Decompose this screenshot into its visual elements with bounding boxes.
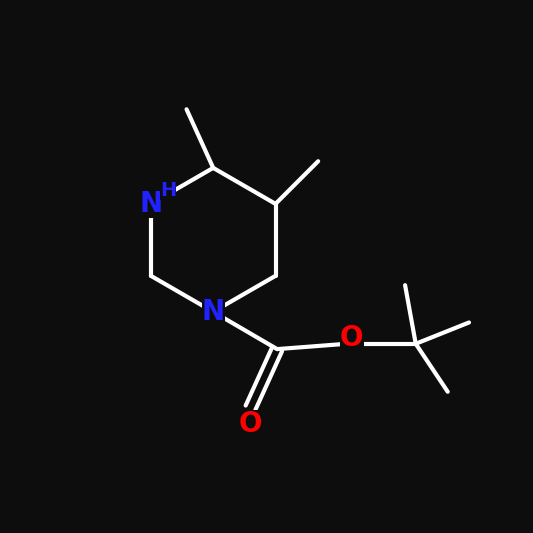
- Text: O: O: [340, 325, 364, 352]
- Text: N: N: [201, 298, 225, 326]
- Text: N: N: [139, 190, 163, 218]
- Text: O: O: [239, 410, 262, 438]
- Text: H: H: [160, 181, 176, 200]
